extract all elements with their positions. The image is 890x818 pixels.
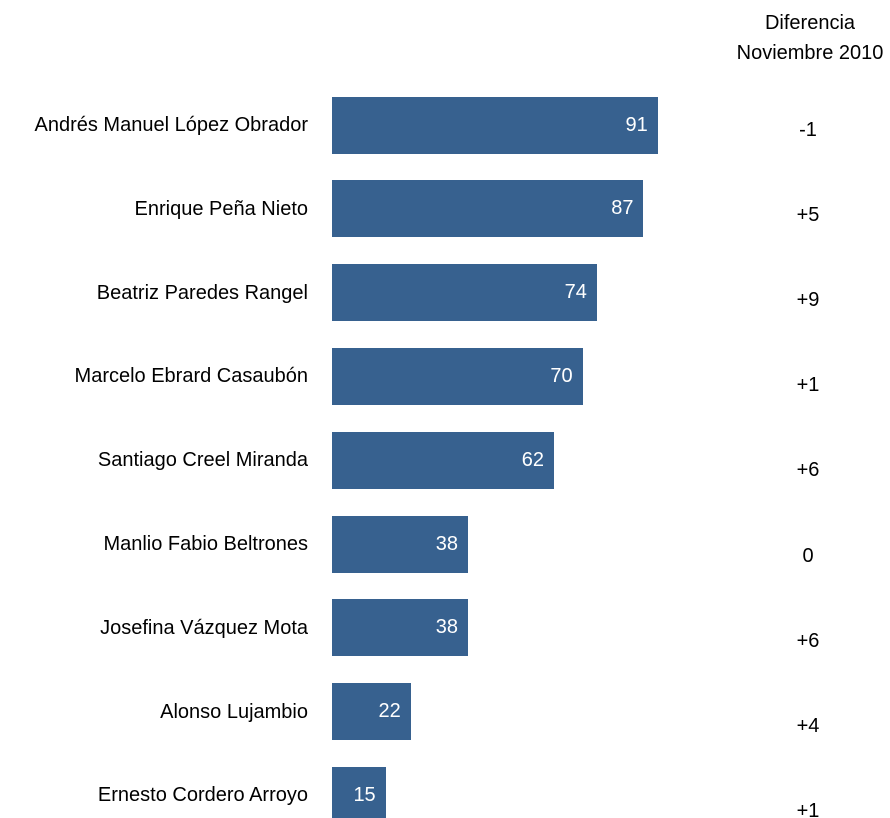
category-label: Josefina Vázquez Mota bbox=[100, 616, 308, 639]
value-label: 15 bbox=[353, 783, 376, 806]
value-label: 38 bbox=[435, 532, 459, 555]
difference-label: +1 bbox=[796, 799, 820, 818]
value-label: 91 bbox=[625, 113, 648, 136]
bar bbox=[332, 766, 386, 818]
category-label: Enrique Peña Nieto bbox=[134, 197, 308, 220]
category-label: Santiago Creel Miranda bbox=[97, 449, 308, 472]
difference-label: -1 bbox=[799, 119, 817, 141]
difference-label: +1 bbox=[796, 374, 820, 397]
value-label: 74 bbox=[564, 281, 587, 304]
difference-header: Diferencia Noviembre 2010 bbox=[736, 12, 884, 64]
value-label: 87 bbox=[611, 197, 634, 220]
value-label: 22 bbox=[378, 700, 401, 723]
bar bbox=[332, 599, 469, 657]
bar bbox=[332, 264, 597, 322]
difference-label: 0 bbox=[802, 544, 814, 567]
value-label: 38 bbox=[435, 616, 459, 639]
difference-label: +9 bbox=[796, 289, 820, 312]
value-label: 70 bbox=[550, 364, 573, 387]
category-label: Marcelo Ebrard Casaubón bbox=[74, 365, 308, 388]
bar bbox=[332, 515, 469, 573]
category-label: Beatriz Paredes Rangel bbox=[96, 281, 308, 304]
difference-label: +4 bbox=[796, 714, 820, 737]
difference-label: +6 bbox=[796, 629, 820, 652]
bar bbox=[332, 683, 411, 741]
category-label: Manlio Fabio Beltrones bbox=[103, 533, 308, 555]
value-label: 62 bbox=[521, 448, 544, 471]
bar bbox=[332, 96, 658, 154]
bar bbox=[332, 431, 554, 489]
difference-label: +5 bbox=[796, 204, 820, 227]
category-label: Alonso Lujambio bbox=[160, 700, 308, 723]
category-label: Ernesto Cordero Arroyo bbox=[97, 784, 308, 807]
bar bbox=[332, 180, 644, 238]
bar bbox=[332, 347, 583, 405]
category-label: Andrés Manuel López Obrador bbox=[34, 114, 309, 136]
difference-label: +6 bbox=[796, 459, 820, 482]
